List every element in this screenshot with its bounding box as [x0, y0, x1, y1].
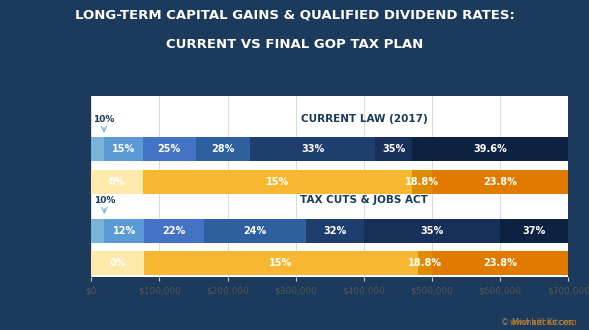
Bar — [250, 138, 375, 161]
Text: TAX CUTS & JOBS ACT: TAX CUTS & JOBS ACT — [300, 195, 428, 205]
Text: 15%: 15% — [266, 177, 289, 186]
Text: 10%: 10% — [93, 115, 115, 124]
Bar — [91, 138, 104, 161]
Text: 37%: 37% — [522, 226, 546, 236]
Bar — [91, 170, 143, 193]
Bar — [143, 138, 196, 161]
Text: CURRENT LAW (2017): CURRENT LAW (2017) — [300, 114, 427, 124]
Text: 28%: 28% — [211, 145, 234, 154]
Text: 33%: 33% — [301, 145, 325, 154]
Text: 39.6%: 39.6% — [474, 145, 507, 154]
Bar — [91, 251, 144, 275]
Text: CURRENT VS FINAL GOP TAX PLAN: CURRENT VS FINAL GOP TAX PLAN — [166, 38, 423, 51]
Text: 18.8%: 18.8% — [408, 258, 442, 268]
Text: LONG-TERM CAPITAL GAINS & QUALIFIED DIVIDEND RATES:: LONG-TERM CAPITAL GAINS & QUALIFIED DIVI… — [75, 8, 514, 21]
Text: 0%: 0% — [109, 177, 125, 186]
Bar — [364, 219, 500, 243]
Text: 15%: 15% — [112, 145, 135, 154]
Bar — [306, 219, 364, 243]
Text: 23.8%: 23.8% — [484, 258, 517, 268]
X-axis label: TAXABLE INCOME (MARRIED FILING JOINTLY): TAXABLE INCOME (MARRIED FILING JOINTLY) — [200, 304, 460, 314]
Text: 24%: 24% — [243, 226, 266, 236]
Text: www.kitces.com: www.kitces.com — [509, 318, 577, 327]
Text: 10%: 10% — [94, 196, 115, 205]
Bar — [375, 138, 412, 161]
Bar — [144, 219, 204, 243]
Text: 12%: 12% — [112, 226, 136, 236]
Text: 25%: 25% — [158, 145, 181, 154]
Bar — [432, 251, 568, 275]
Text: 32%: 32% — [323, 226, 346, 236]
Bar — [143, 170, 412, 193]
Text: 15%: 15% — [269, 258, 293, 268]
Text: 35%: 35% — [382, 145, 405, 154]
Bar — [144, 251, 418, 275]
Text: © Michael Kitces,: © Michael Kitces, — [501, 318, 577, 327]
Bar — [412, 170, 432, 193]
Bar — [104, 138, 143, 161]
Bar — [432, 170, 568, 193]
Text: 18.8%: 18.8% — [405, 177, 439, 186]
Bar — [204, 219, 306, 243]
Bar — [196, 138, 250, 161]
Bar — [104, 219, 144, 243]
Text: 35%: 35% — [421, 226, 444, 236]
Bar — [418, 251, 432, 275]
Bar — [91, 219, 104, 243]
Text: 22%: 22% — [163, 226, 186, 236]
Text: 0%: 0% — [110, 258, 126, 268]
Bar — [500, 219, 568, 243]
Text: 23.8%: 23.8% — [484, 177, 517, 186]
Bar — [412, 138, 568, 161]
